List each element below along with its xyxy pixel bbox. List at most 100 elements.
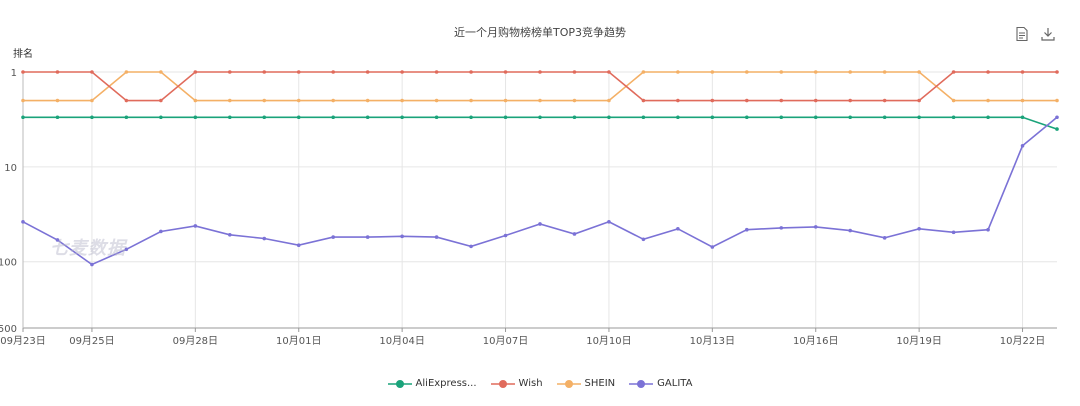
- legend-label: Wish: [518, 378, 543, 389]
- data-point: [779, 70, 784, 74]
- data-point: [676, 227, 680, 231]
- data-point: [848, 70, 852, 74]
- x-tick-label: 09月25日: [69, 335, 114, 347]
- data-point: [813, 70, 818, 74]
- data-point: [779, 226, 784, 230]
- data-point: [607, 70, 611, 74]
- data-point: [607, 98, 611, 103]
- data-point: [159, 229, 163, 234]
- legend-item[interactable]: SHEIN: [556, 378, 616, 389]
- data-point: [296, 70, 301, 74]
- data-point: [193, 70, 198, 74]
- y-tick-label: 10: [4, 163, 17, 174]
- data-point: [917, 98, 921, 103]
- data-point: [21, 115, 25, 120]
- data-point: [538, 70, 542, 74]
- data-point: [21, 98, 25, 103]
- chart-toolbar: [1014, 26, 1056, 42]
- data-point: [848, 98, 852, 103]
- x-tick-label: 10月22日: [1000, 335, 1045, 347]
- data-point: [503, 233, 508, 238]
- data-point: [813, 225, 818, 229]
- data-view-icon[interactable]: [1014, 26, 1030, 42]
- series-line-wish: [23, 71, 1057, 102]
- data-point: [641, 115, 646, 120]
- data-point: [365, 235, 370, 239]
- data-point: [676, 70, 680, 74]
- data-point: [641, 237, 646, 242]
- data-point: [882, 236, 887, 240]
- data-point: [951, 230, 956, 235]
- x-tick-label: 10月13日: [690, 335, 735, 347]
- data-point: [159, 115, 163, 120]
- data-point: [710, 115, 715, 120]
- data-point: [434, 235, 439, 239]
- legend-swatch: [556, 379, 581, 388]
- data-point: [90, 115, 94, 120]
- data-point: [228, 98, 232, 103]
- data-point: [193, 224, 198, 228]
- data-point: [434, 70, 439, 74]
- legend-item[interactable]: Wish: [490, 378, 543, 389]
- x-tick-label: 09月28日: [173, 335, 218, 347]
- data-point: [124, 98, 129, 103]
- data-point: [400, 70, 404, 74]
- y-tick-label: 100: [0, 258, 17, 269]
- data-point: [917, 115, 921, 120]
- data-point: [400, 234, 404, 239]
- data-point: [469, 70, 473, 74]
- legend-item[interactable]: AliExpress...: [387, 378, 477, 389]
- data-point: [572, 70, 577, 74]
- x-tick-label: 10月04日: [379, 335, 424, 347]
- data-point: [607, 115, 611, 120]
- data-point: [882, 115, 887, 120]
- data-point: [193, 98, 198, 103]
- data-point: [228, 70, 232, 74]
- data-point: [503, 115, 508, 120]
- data-point: [917, 227, 921, 231]
- download-icon[interactable]: [1040, 26, 1056, 42]
- x-tick-label: 10月19日: [896, 335, 941, 347]
- data-point: [745, 227, 749, 232]
- data-point: [813, 115, 818, 120]
- data-point: [1020, 70, 1025, 74]
- data-point: [469, 98, 473, 103]
- data-point: [1055, 127, 1059, 131]
- data-point: [159, 70, 163, 74]
- legend-item[interactable]: GALITA: [629, 378, 692, 389]
- data-point: [1020, 98, 1025, 103]
- legend-label: AliExpress...: [415, 378, 477, 389]
- data-point: [641, 98, 646, 103]
- data-point: [779, 98, 784, 103]
- data-point: [848, 228, 852, 233]
- data-point: [434, 115, 439, 120]
- data-point: [159, 98, 163, 103]
- data-point: [710, 70, 715, 74]
- data-point: [331, 98, 336, 103]
- data-point: [745, 70, 749, 74]
- data-point: [331, 235, 336, 239]
- x-tick-label: 09月23日: [0, 335, 45, 347]
- data-point: [779, 115, 784, 120]
- data-point: [951, 70, 956, 74]
- legend-label: SHEIN: [584, 378, 616, 389]
- x-tick-label: 10月01日: [276, 335, 321, 347]
- data-point: [986, 98, 990, 103]
- data-point: [296, 98, 301, 103]
- data-point: [469, 244, 473, 249]
- data-point: [538, 98, 542, 103]
- x-tick-label: 10月16日: [793, 335, 838, 347]
- data-point: [365, 70, 370, 74]
- series-line-aliexpress: [23, 116, 1058, 130]
- y-axis-label: 排名: [13, 47, 33, 60]
- data-point: [400, 115, 404, 120]
- data-point: [400, 98, 404, 103]
- data-point: [434, 98, 439, 103]
- data-point: [951, 115, 956, 120]
- data-point: [745, 115, 749, 120]
- data-point: [1055, 98, 1059, 103]
- data-point: [55, 98, 60, 103]
- data-point: [1055, 115, 1059, 120]
- data-point: [676, 98, 680, 103]
